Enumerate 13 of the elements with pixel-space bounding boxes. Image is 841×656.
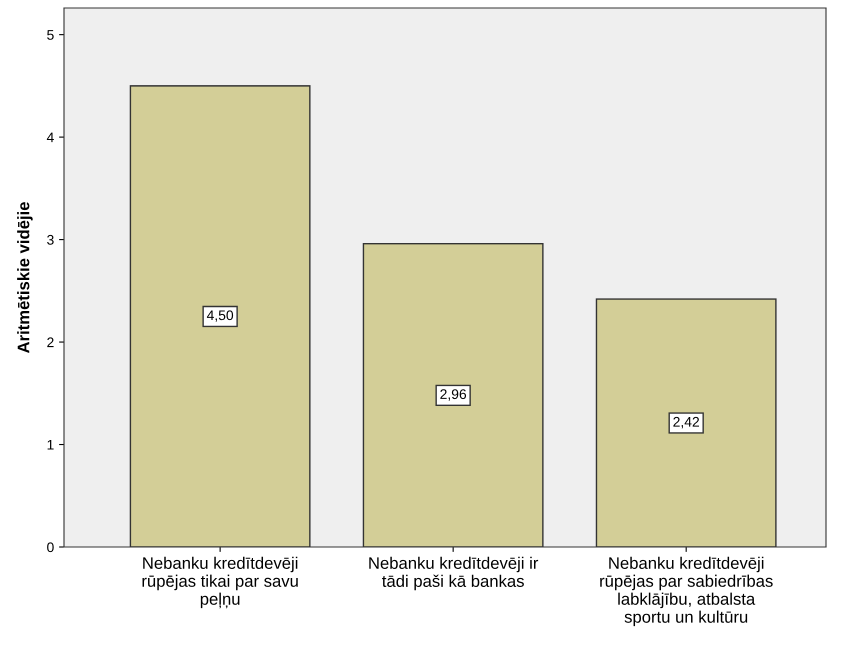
y-tick-label: 0 — [47, 542, 54, 552]
y-tick-label: 5 — [47, 30, 54, 40]
y-tick-label: 2 — [47, 337, 54, 348]
data-label: 4,50 — [206, 310, 234, 322]
x-tick-label: Nebanku kredītdevēji rūpējas tikai par savu peļņu — [142, 556, 298, 608]
y-tick-label: 3 — [47, 234, 54, 245]
data-label: 2,42 — [673, 416, 700, 428]
x-tick-label: Nebanku kredītdevēji ir tādi paši kā bankas — [369, 556, 538, 590]
y-tick-label: 4 — [46, 132, 54, 142]
y-axis-title: Aritmētiskie vidējie — [17, 202, 33, 354]
x-tick-label: Nebanku kredītdevēji rūpējas par sabiedrības labklājību, atbalsta sportu un kultūru — [600, 556, 773, 626]
y-tick-label: 1 — [48, 440, 54, 450]
data-label: 2,96 — [440, 389, 466, 401]
